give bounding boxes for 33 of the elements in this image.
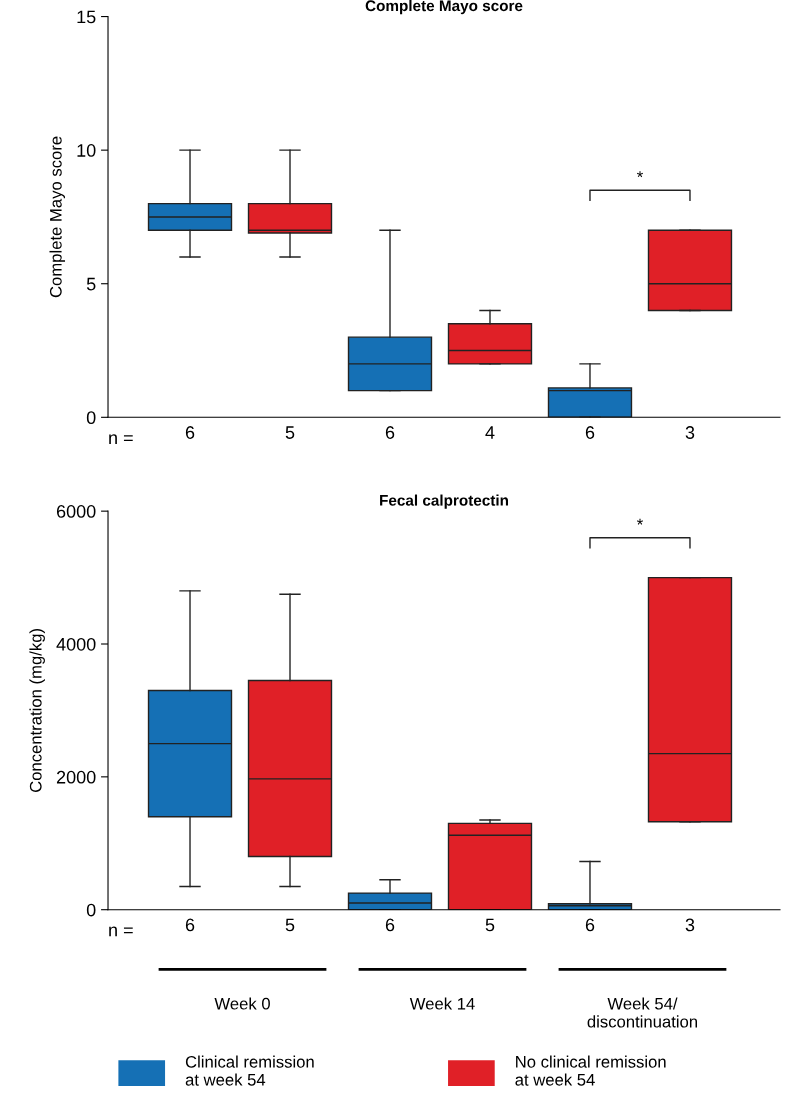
annotation: * [637, 171, 643, 178]
text: n = [109, 926, 133, 937]
annotation: * [637, 518, 643, 525]
x-tick-label: 5 [285, 918, 295, 932]
y-tick-label: 15 [77, 10, 96, 24]
y-tick-label: 4000 [56, 637, 96, 651]
y-axis-title: Concentration (mg/kg) [29, 629, 45, 793]
x-tick-label: 4 [485, 426, 495, 439]
y-tick-label: 0 [86, 411, 96, 425]
text: n = [109, 434, 133, 445]
text: Week 0 [214, 997, 270, 1010]
x-tick-label: 3 [685, 918, 695, 932]
legend-label: Clinical remission at week 54 [185, 1055, 314, 1086]
y-tick-label: 10 [77, 144, 96, 157]
y-tick-label: 6000 [56, 505, 96, 518]
x-tick-label: 6 [385, 426, 395, 439]
x-tick-label: 3 [685, 426, 695, 439]
text: Week 14 [409, 997, 475, 1010]
chart-title: Fecal calprotectin [380, 494, 509, 509]
chart-title: Complete Mayo score [365, 0, 523, 15]
legend-label: No clinical remission at week 54 [515, 1055, 666, 1086]
text: Week 54/ discontinuation [587, 997, 697, 1028]
x-tick-label: 5 [485, 918, 495, 932]
y-tick-label: 0 [86, 903, 96, 917]
x-tick-label: 6 [585, 426, 595, 439]
y-axis-title: Complete Mayo score [49, 136, 66, 298]
x-tick-label: 5 [285, 426, 295, 439]
x-tick-label: 6 [585, 918, 595, 932]
y-tick-label: 2000 [56, 770, 96, 784]
y-tick-label: 5 [86, 277, 96, 291]
x-tick-label: 6 [185, 918, 195, 932]
x-tick-label: 6 [385, 918, 395, 932]
x-tick-label: 6 [185, 426, 195, 439]
